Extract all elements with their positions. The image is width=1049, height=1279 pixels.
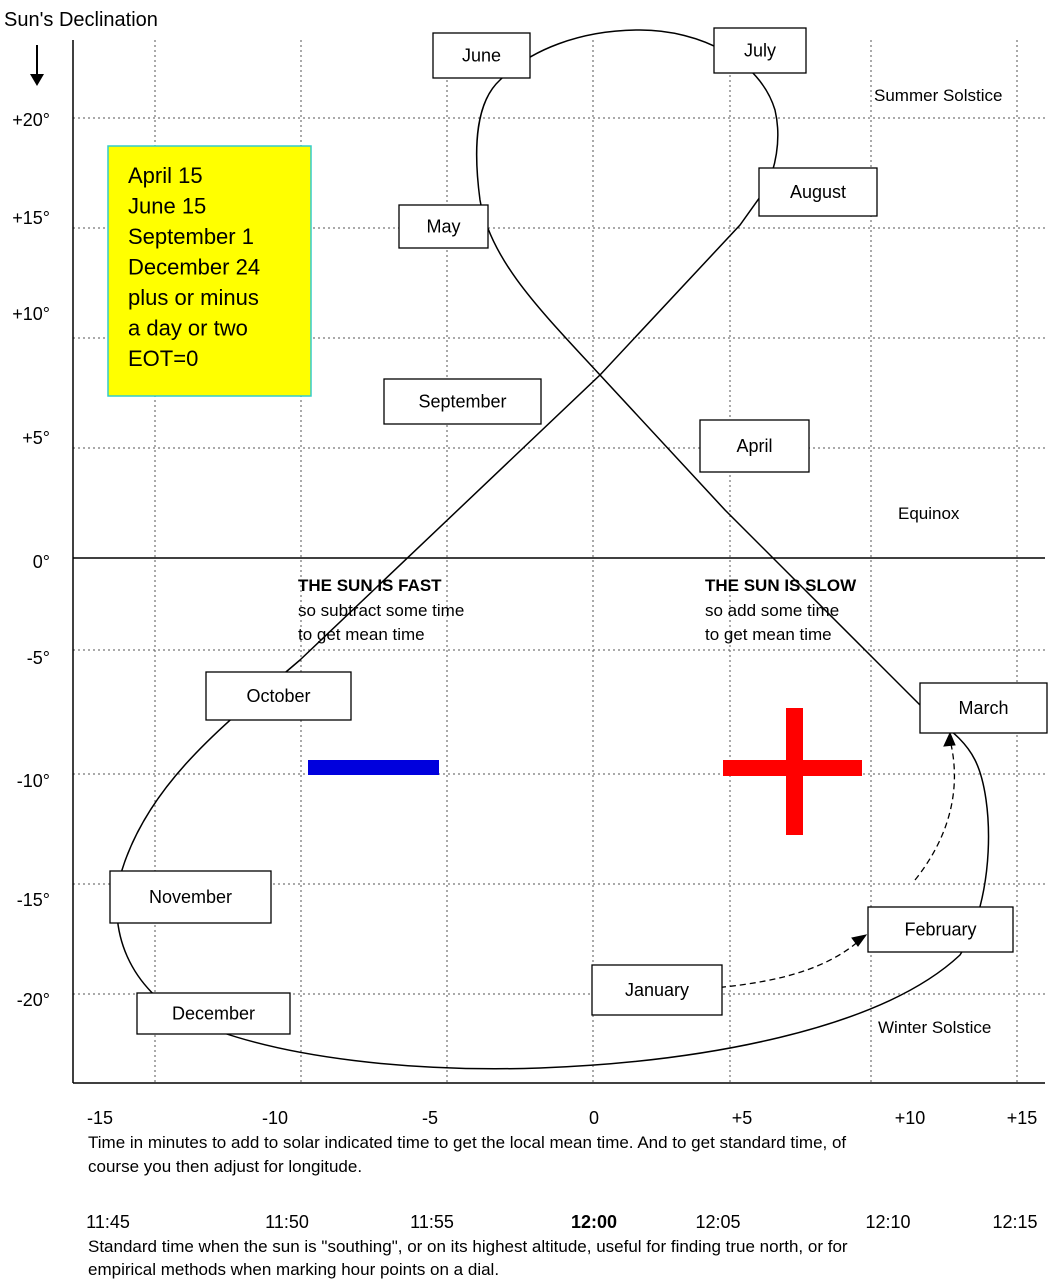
x-label: 0 (589, 1108, 599, 1128)
note-line: plus or minus (128, 285, 259, 310)
month-box (591, 964, 723, 1016)
time-label: 12:00 (571, 1212, 617, 1232)
x-label: +15 (1007, 1108, 1038, 1128)
arrow-head (30, 74, 44, 86)
month-box (136, 992, 291, 1035)
note-line: September 1 (128, 224, 254, 249)
minus-sign (308, 760, 439, 775)
note-line: December 24 (128, 255, 260, 280)
note-line: June 15 (128, 194, 206, 219)
region-text: so subtract some time (298, 601, 464, 620)
y-label: -20° (17, 990, 50, 1010)
month-box (109, 870, 272, 924)
time-label: 11:45 (86, 1212, 130, 1232)
grid (73, 40, 1045, 1083)
month-label: August (790, 182, 846, 202)
time-label: 11:50 (265, 1212, 309, 1232)
x-caption: Time in minutes to add to solar indicate… (88, 1133, 846, 1152)
time-caption: Standard time when the sun is "southing"… (88, 1237, 848, 1256)
region-heading: THE SUN IS FAST (298, 576, 442, 595)
title: Sun's Declination (4, 9, 158, 31)
y-label: -10° (17, 771, 50, 791)
x-label: -5 (422, 1108, 438, 1128)
region-heading: THE SUN IS SLOW (705, 576, 857, 595)
month-box (713, 27, 807, 74)
month-box (432, 32, 531, 79)
season-label: Summer Solstice (874, 86, 1002, 105)
month-label: December (172, 1004, 255, 1024)
x-label: -15 (87, 1108, 113, 1128)
x-caption: course you then adjust for longitude. (88, 1157, 362, 1176)
arrow-heads (851, 731, 956, 947)
region-text: to get mean time (705, 625, 832, 644)
x-label: +10 (895, 1108, 926, 1128)
month-label: October (246, 686, 310, 706)
month-label: April (736, 436, 772, 456)
note-line: a day or two (128, 316, 248, 341)
month-label: February (904, 920, 976, 940)
y-label: 0° (33, 552, 50, 572)
month-box (699, 419, 810, 473)
y-label: -5° (27, 648, 50, 668)
note-line: EOT=0 (128, 346, 198, 371)
time-label: 11:55 (410, 1212, 454, 1232)
y-label: -15° (17, 890, 50, 910)
month-box (398, 204, 489, 249)
x-label: -10 (262, 1108, 288, 1128)
note-line: April 15 (128, 163, 203, 188)
time-caption: empirical methods when marking hour poin… (88, 1260, 499, 1279)
season-label: Winter Solstice (878, 1018, 991, 1037)
month-box (919, 682, 1048, 734)
x-label: +5 (732, 1108, 753, 1128)
month-label: November (149, 887, 232, 907)
month-label: July (744, 41, 776, 61)
time-label: 12:05 (695, 1212, 740, 1232)
month-box (867, 906, 1014, 953)
note-box (107, 145, 312, 397)
month-label: May (426, 217, 460, 237)
month-box (383, 378, 542, 425)
month-label: June (462, 46, 501, 66)
month-box (758, 167, 878, 217)
y-label: +15° (12, 208, 50, 228)
analemma (116, 29, 990, 1070)
month-label: March (958, 698, 1008, 718)
time-label: 12:10 (865, 1212, 910, 1232)
month-box (205, 671, 352, 721)
dashed-arrow (914, 739, 956, 881)
region-text: so add some time (705, 601, 839, 620)
month-label: September (418, 392, 506, 412)
region-text: to get mean time (298, 625, 425, 644)
plus-sign (786, 708, 803, 835)
season-label: Equinox (898, 504, 960, 523)
y-label: +10° (12, 304, 50, 324)
y-label: +5° (22, 428, 50, 448)
time-label: 12:15 (992, 1212, 1037, 1232)
month-label: January (625, 980, 689, 1000)
y-label: +20° (12, 110, 50, 130)
